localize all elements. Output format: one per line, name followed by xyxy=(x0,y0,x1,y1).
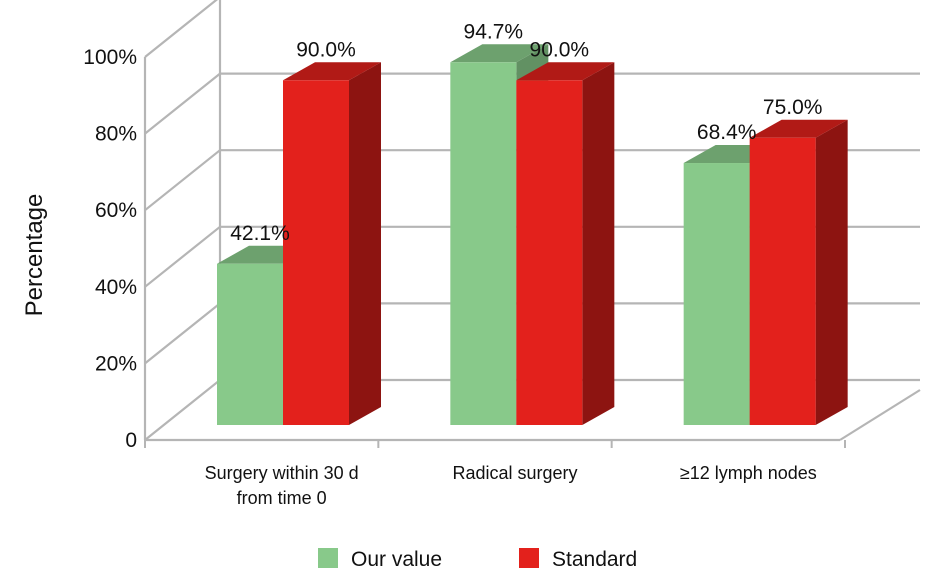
side-gridline xyxy=(144,0,219,58)
category-label: ≥12 lymph nodes xyxy=(680,463,817,483)
bar-front xyxy=(516,80,583,426)
bar-top xyxy=(283,62,381,81)
bar-standard xyxy=(283,62,381,426)
category-label: from time 0 xyxy=(237,488,327,508)
category-label: Surgery within 30 d xyxy=(205,463,359,483)
bar-side xyxy=(349,62,381,426)
y-tick-label: 60% xyxy=(95,199,137,222)
y-tick-label: 100% xyxy=(83,46,137,69)
data-label: 90.0% xyxy=(530,38,590,61)
bar-side xyxy=(582,62,615,426)
legend-swatch xyxy=(519,548,539,568)
legend-label: Our value xyxy=(351,548,442,571)
bar-standard xyxy=(749,119,848,425)
y-tick-label: 20% xyxy=(95,352,137,375)
x-axis-categories: Surgery within 30 d from time 0 Radical su… xyxy=(205,463,817,508)
bar-front xyxy=(283,80,349,426)
data-label: 75.0% xyxy=(763,96,823,119)
side-gridline xyxy=(144,72,221,135)
legend: Our value Standard xyxy=(318,548,637,571)
bar-front xyxy=(749,137,816,425)
category-label: Radical surgery xyxy=(452,463,577,483)
data-label: 90.0% xyxy=(296,38,356,61)
side-gridline xyxy=(144,379,221,441)
data-label: 68.4% xyxy=(697,121,757,144)
bar-front xyxy=(217,263,283,425)
legend-swatch xyxy=(318,548,338,568)
side-gridline xyxy=(144,225,221,288)
y-axis-ticks: 0 20% 40% 60% 80% 100% xyxy=(83,46,137,452)
data-labels: 42.1% 90.0% 94.7% 90.0% 68.4% 75.0% xyxy=(230,20,822,244)
bar-front xyxy=(450,62,517,425)
bar-top xyxy=(450,44,549,63)
y-tick-label: 0 xyxy=(125,429,137,452)
legend-item: Our value xyxy=(318,548,442,571)
bar-top xyxy=(749,119,848,138)
side-gridline xyxy=(144,149,221,212)
data-label: 94.7% xyxy=(464,20,524,43)
floor-right-edge xyxy=(839,389,921,441)
y-tick-label: 40% xyxy=(95,276,137,299)
legend-label: Standard xyxy=(552,548,637,571)
legend-item: Standard xyxy=(519,548,637,571)
bars xyxy=(217,44,848,426)
bar-standard xyxy=(516,62,615,426)
y-axis-label: Percentage xyxy=(21,194,48,317)
bar-side xyxy=(815,119,848,425)
data-label: 42.1% xyxy=(230,222,290,245)
side-gridline xyxy=(144,302,221,365)
bar-top xyxy=(516,62,615,81)
bar-front xyxy=(683,163,750,425)
y-tick-label: 80% xyxy=(95,123,137,146)
